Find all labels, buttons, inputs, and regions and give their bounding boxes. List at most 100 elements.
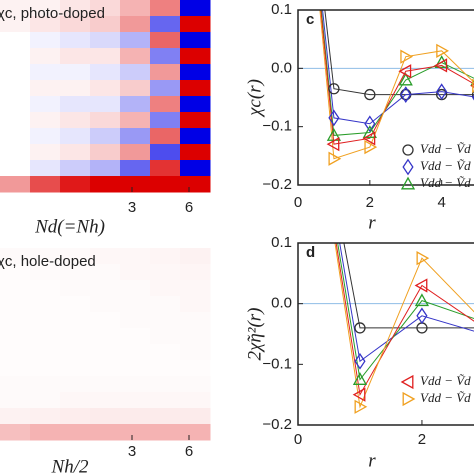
heat-cell [150, 360, 181, 377]
legend-label: Vdd − Ṽd [420, 373, 471, 388]
heat-cell [30, 48, 61, 65]
heat-cell [90, 0, 121, 17]
heat-cell [60, 344, 91, 361]
heat-cell [120, 344, 151, 361]
y-tick-label: 0.1 [271, 234, 292, 251]
heat-cell [180, 0, 211, 17]
heat-cell [60, 64, 91, 81]
heat-cell [120, 360, 151, 377]
heat-cell [150, 344, 181, 361]
heat-cell [90, 160, 121, 177]
heat-cell [30, 160, 61, 177]
heat-cell [180, 296, 211, 313]
heat-cell [120, 312, 151, 329]
panel-label: c [306, 11, 314, 28]
heat-cell [30, 80, 61, 97]
heat-cell [150, 0, 181, 17]
heat-cell [90, 64, 121, 81]
heat-cell [180, 328, 211, 345]
heat-cell [90, 176, 121, 193]
series-line [324, 10, 474, 96]
heat-cell [60, 392, 91, 409]
x-tick-label: 0 [294, 431, 302, 448]
heatmap-title: χc, hole-doped [0, 253, 96, 270]
plot-area [319, 10, 474, 166]
heat-cell [60, 408, 91, 425]
marker [328, 83, 340, 95]
heat-cell [150, 296, 181, 313]
series-line [334, 243, 474, 409]
heat-cell [90, 312, 121, 329]
marker [434, 58, 448, 73]
heat-cell [180, 392, 211, 409]
heat-cell [60, 312, 91, 329]
x-tick-label: 3 [128, 443, 136, 460]
heat-cell [30, 392, 61, 409]
heat-cell [150, 16, 181, 33]
heat-cell [150, 128, 181, 145]
marker [402, 158, 414, 176]
heat-cell [60, 296, 91, 313]
marker [434, 55, 449, 68]
heat-cell [60, 376, 91, 393]
marker [436, 43, 450, 58]
x-tick-label: 3 [128, 199, 136, 216]
legend-label: Vdd − Ṽd [420, 141, 471, 156]
marker [364, 139, 378, 155]
marker [400, 374, 414, 390]
marker [400, 49, 414, 64]
heat-cell [120, 408, 151, 425]
heat-cell [0, 344, 31, 361]
heat-cell [60, 144, 91, 161]
heat-cell [60, 160, 91, 177]
marker [328, 109, 340, 127]
x-axis-label: r [368, 212, 376, 233]
series-line [319, 10, 474, 160]
marker [362, 125, 377, 138]
heat-cell [60, 16, 91, 33]
heat-cell [150, 264, 181, 281]
heat-cell [30, 176, 61, 193]
y-tick-label: −0.2 [262, 176, 292, 193]
y-tick-label: −0.1 [262, 118, 292, 135]
heat-cell [60, 248, 91, 265]
heat-cell [60, 96, 91, 113]
marker [471, 90, 474, 99]
heat-cell [0, 248, 31, 265]
heat-cell [180, 312, 211, 329]
heat-cell [90, 248, 121, 265]
heat-cell [180, 360, 211, 377]
heat-cell [180, 264, 211, 281]
heat-cell [180, 80, 211, 97]
heat-cell [90, 48, 121, 65]
heat-cell [60, 328, 91, 345]
heat-cell [60, 48, 91, 65]
heat-cell [0, 424, 31, 441]
y-tick-label: 0.1 [271, 1, 292, 18]
heat-cell [90, 32, 121, 49]
heat-cell [150, 424, 181, 441]
heat-cell [0, 32, 31, 49]
heat-cell [0, 312, 31, 329]
heat-cell [180, 144, 211, 161]
heat-cell [120, 424, 151, 441]
heat-cell [120, 32, 151, 49]
y-tick-label: 0.0 [271, 295, 292, 312]
x-axis-label: Nd(=Nh) [34, 216, 105, 237]
marker [400, 86, 412, 103]
heat-cell [120, 328, 151, 345]
series-line [343, 243, 474, 329]
heat-cell [30, 96, 61, 113]
heat-cell [180, 248, 211, 265]
heat-cell [180, 16, 211, 33]
heat-cell [180, 376, 211, 393]
heat-cell [90, 424, 121, 441]
heat-cell [0, 264, 31, 281]
y-tick-label: 0.0 [271, 59, 292, 76]
heat-cell [150, 96, 181, 113]
marker [400, 176, 416, 190]
marker [472, 78, 474, 93]
marker [416, 307, 428, 325]
heat-cell [60, 176, 91, 193]
